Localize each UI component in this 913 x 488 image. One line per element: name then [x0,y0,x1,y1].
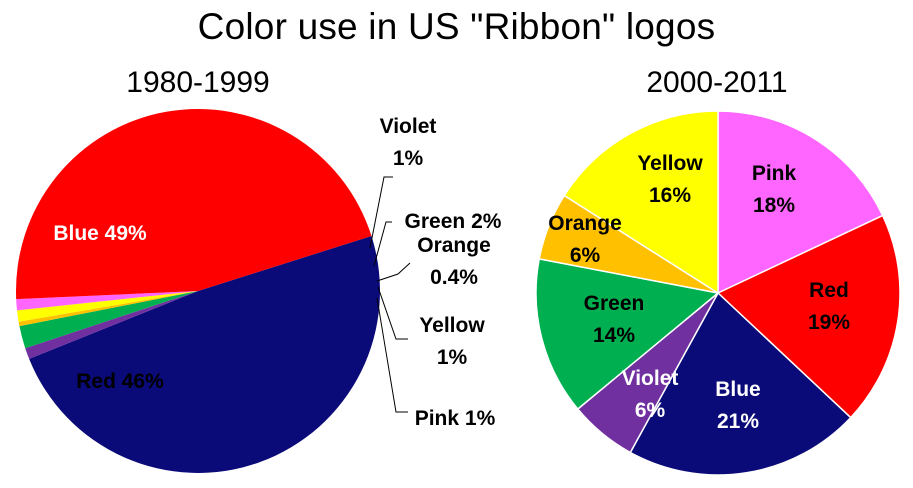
slice-label-violet: Violet 6% [622,367,679,422]
pie-2000-2011-title: 2000-2011 [646,66,788,99]
slice-label-pink: Pink 18% [752,162,797,217]
leader-line [376,297,408,413]
pie-1980-1999: Blue 49% Violet 1% Green 2%Orange 0.4% Yellow… [16,109,502,473]
slice-green [19,291,199,349]
slice-label-violet: Violet 1% [380,115,437,170]
slice-green [535,258,720,411]
slice-label-yellow: Yellow 16% [637,152,703,207]
slice-red [16,109,372,300]
slice-pink [717,110,884,295]
slice-label-yellow: Yellow 1% [419,314,485,369]
slice-orange [18,291,198,327]
slice-label-orange: Orange 0.4% [417,234,491,289]
slice-label-green: Green 2% [405,210,502,233]
chart-title: Color use in US "Ribbon" logos [197,6,716,47]
slice-label-blue: Blue 21% [715,378,761,433]
slice-blue [629,291,852,476]
slice-red [716,214,901,419]
pie-2000-2011: Pink 18% Red 19% Blue 21% Violet 6% Green 14% Oran… [535,110,901,476]
slice-label-blue: Blue 49% [53,222,147,245]
slice-yellow [563,110,719,295]
leader-line [376,262,411,282]
slice-violet [25,291,198,359]
slice-label-green: Green 14% [584,292,645,347]
leader-line [377,286,408,340]
slice-label-red: Red 46% [76,370,164,393]
slice-label-orange: Orange 6% [548,212,622,267]
slice-yellow [17,291,198,322]
slice-label-red: Red 19% [808,279,850,334]
slice-blue [29,235,380,473]
leader-line [373,221,392,267]
pie-1980-1999-title: 1980-1999 [126,66,270,99]
slice-label-pink: Pink 1% [415,407,496,430]
slice-pink [16,291,199,311]
leader-line [369,176,393,249]
